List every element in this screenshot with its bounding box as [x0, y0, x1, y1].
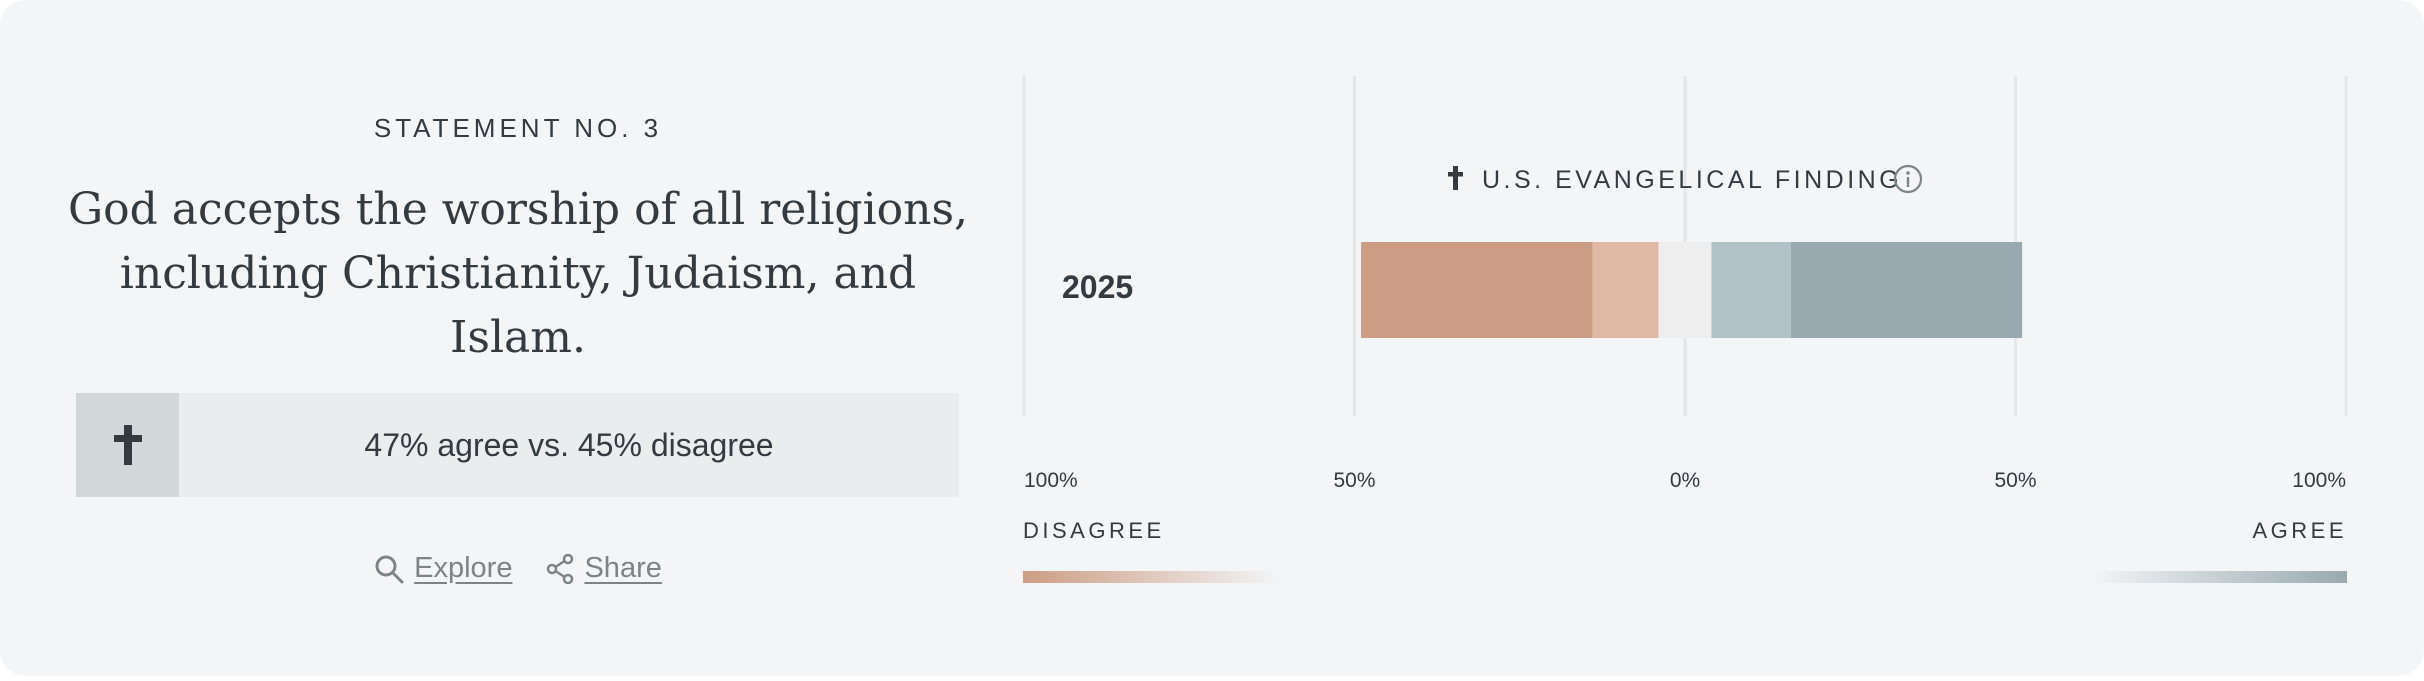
x-tick-label: 50%	[1994, 469, 2036, 492]
chart-title: U.S. EVANGELICAL FINDING	[1482, 166, 1902, 194]
x-tick-label: 0%	[1670, 469, 1700, 492]
legend-agree-gradient	[2090, 571, 2347, 583]
result-text: 47% agree vs. 45% disagree	[364, 426, 774, 463]
statement-panel: STATEMENT NO. 3 God accepts the worship …	[0, 0, 1000, 676]
chart-svg: U.S. EVANGELICAL FINDING 2025 100% 50% 0% 5…	[1022, 76, 2348, 583]
legend-agree-label: AGREE	[2252, 518, 2347, 543]
category-label: 2025	[1062, 269, 1133, 305]
legend-disagree-gradient	[1023, 571, 1280, 583]
statement-text: God accepts the worship of all religions…	[50, 178, 986, 370]
diverging-bar-chart: U.S. EVANGELICAL FINDING 2025 100% 50% 0% 5…	[1000, 0, 2424, 676]
share-icon	[547, 553, 574, 584]
statement-number: STATEMENT NO. 3	[373, 113, 663, 143]
x-tick-label: 100%	[2292, 469, 2346, 492]
legend-disagree-label: DISAGREE	[1023, 518, 1165, 543]
bar-segment[interactable]	[1790, 242, 2023, 338]
action-links: Explore Share	[0, 552, 1036, 585]
x-tick-label: 50%	[1333, 469, 1375, 492]
result-summary: 47% agree vs. 45% disagree	[76, 393, 959, 497]
title-cross-icon	[1448, 166, 1463, 190]
bar-segment[interactable]	[1658, 242, 1712, 338]
bar-segment[interactable]	[1711, 242, 1791, 338]
explore-link[interactable]: Explore	[374, 552, 512, 585]
share-link[interactable]: Share	[546, 552, 662, 585]
info-icon[interactable]	[1893, 164, 1923, 194]
cross-icon	[76, 393, 179, 497]
explore-label[interactable]: Explore	[414, 552, 513, 584]
bar-segment[interactable]	[1592, 242, 1659, 338]
statement-text-line-2: including Christianity, Judaism, and Isl…	[119, 248, 917, 363]
search-icon	[375, 555, 404, 583]
x-tick-label: 100%	[1024, 469, 1078, 492]
chart-title-group: U.S. EVANGELICAL FINDING	[1448, 164, 1923, 194]
x-tick-labels: 100% 50% 0% 50% 100%	[1024, 469, 2346, 492]
share-label[interactable]: Share	[584, 552, 662, 584]
bar-series	[1361, 242, 2023, 338]
statement-text-line-1: God accepts the worship of all religions…	[67, 184, 969, 235]
bar-segment[interactable]	[1361, 242, 1593, 338]
